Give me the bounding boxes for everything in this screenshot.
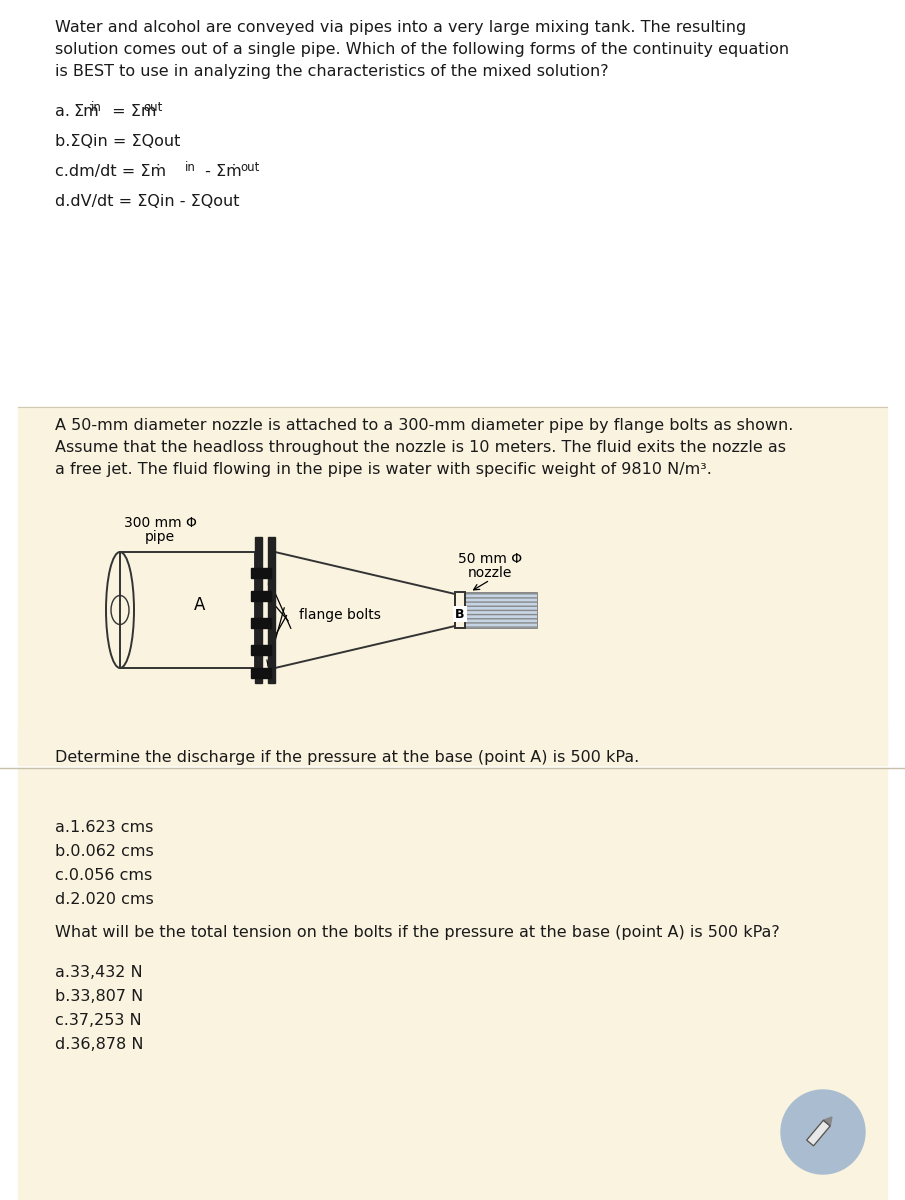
Text: solution comes out of a single pipe. Which of the following forms of the continu: solution comes out of a single pipe. Whi…: [55, 42, 789, 56]
Text: Water and alcohol are conveyed via pipes into a very large mixing tank. The resu: Water and alcohol are conveyed via pipes…: [55, 20, 747, 35]
Circle shape: [781, 1090, 865, 1174]
Text: out: out: [240, 161, 260, 174]
Text: in: in: [185, 161, 195, 174]
Text: B: B: [455, 607, 465, 620]
Text: c.dm/dt = Σṁ: c.dm/dt = Σṁ: [55, 164, 167, 179]
Text: b.33,807 N: b.33,807 N: [55, 989, 143, 1004]
Text: b.0.062 cms: b.0.062 cms: [55, 844, 154, 859]
Text: d.2.020 cms: d.2.020 cms: [55, 892, 154, 907]
Text: - Σṁ: - Σṁ: [200, 164, 242, 179]
Bar: [251, 646, 271, 655]
Text: A: A: [195, 596, 205, 614]
Text: nozzle: nozzle: [468, 566, 512, 580]
Bar: [251, 590, 271, 601]
Bar: [120, 552, 255, 668]
Text: Assume that the headloss throughout the nozzle is 10 meters. The fluid exits the: Assume that the headloss throughout the …: [55, 440, 786, 455]
Text: in: in: [91, 101, 102, 114]
Text: What will be the total tension on the bolts if the pressure at the base (point A: What will be the total tension on the bo…: [55, 925, 780, 940]
Bar: [268, 538, 275, 683]
Bar: [455, 592, 465, 628]
Polygon shape: [824, 1117, 832, 1126]
Text: a.: a.: [55, 104, 70, 119]
Text: d.36,878 N: d.36,878 N: [55, 1037, 144, 1052]
Text: c.37,253 N: c.37,253 N: [55, 1013, 141, 1028]
Text: c.0.056 cms: c.0.056 cms: [55, 868, 152, 883]
Text: flange bolts: flange bolts: [299, 608, 381, 622]
Bar: [465, 592, 537, 628]
Text: 50 mm Φ: 50 mm Φ: [458, 552, 522, 566]
Text: Determine the discharge if the pressure at the base (point A) is 500 kPa.: Determine the discharge if the pressure …: [55, 750, 639, 766]
Bar: [255, 538, 262, 683]
Bar: [251, 668, 271, 678]
Bar: [18, 768, 887, 1200]
Text: is BEST to use in analyzing the characteristics of the mixed solution?: is BEST to use in analyzing the characte…: [55, 64, 609, 79]
Text: 300 mm Φ: 300 mm Φ: [124, 516, 196, 530]
Text: a.1.623 cms: a.1.623 cms: [55, 820, 153, 835]
Text: a free jet. The fluid flowing in the pipe is water with specific weight of 9810 : a free jet. The fluid flowing in the pip…: [55, 462, 712, 476]
Bar: [0, 0, 905, 410]
Bar: [18, 725, 887, 766]
Text: out: out: [143, 101, 162, 114]
Text: b.ΣQin = ΣQout: b.ΣQin = ΣQout: [55, 134, 180, 149]
Text: Σṁ: Σṁ: [73, 104, 99, 119]
Polygon shape: [806, 1121, 830, 1146]
Text: pipe: pipe: [145, 530, 175, 544]
Text: d.dV/dt = ΣQin - ΣQout: d.dV/dt = ΣQin - ΣQout: [55, 194, 240, 209]
Text: a.33,432 N: a.33,432 N: [55, 965, 143, 980]
Text: = Σṁ: = Σṁ: [107, 104, 157, 119]
Text: A 50-mm diameter nozzle is attached to a 300-mm diameter pipe by flange bolts as: A 50-mm diameter nozzle is attached to a…: [55, 418, 794, 433]
Bar: [251, 568, 271, 578]
Bar: [18, 407, 887, 766]
Bar: [251, 618, 271, 628]
